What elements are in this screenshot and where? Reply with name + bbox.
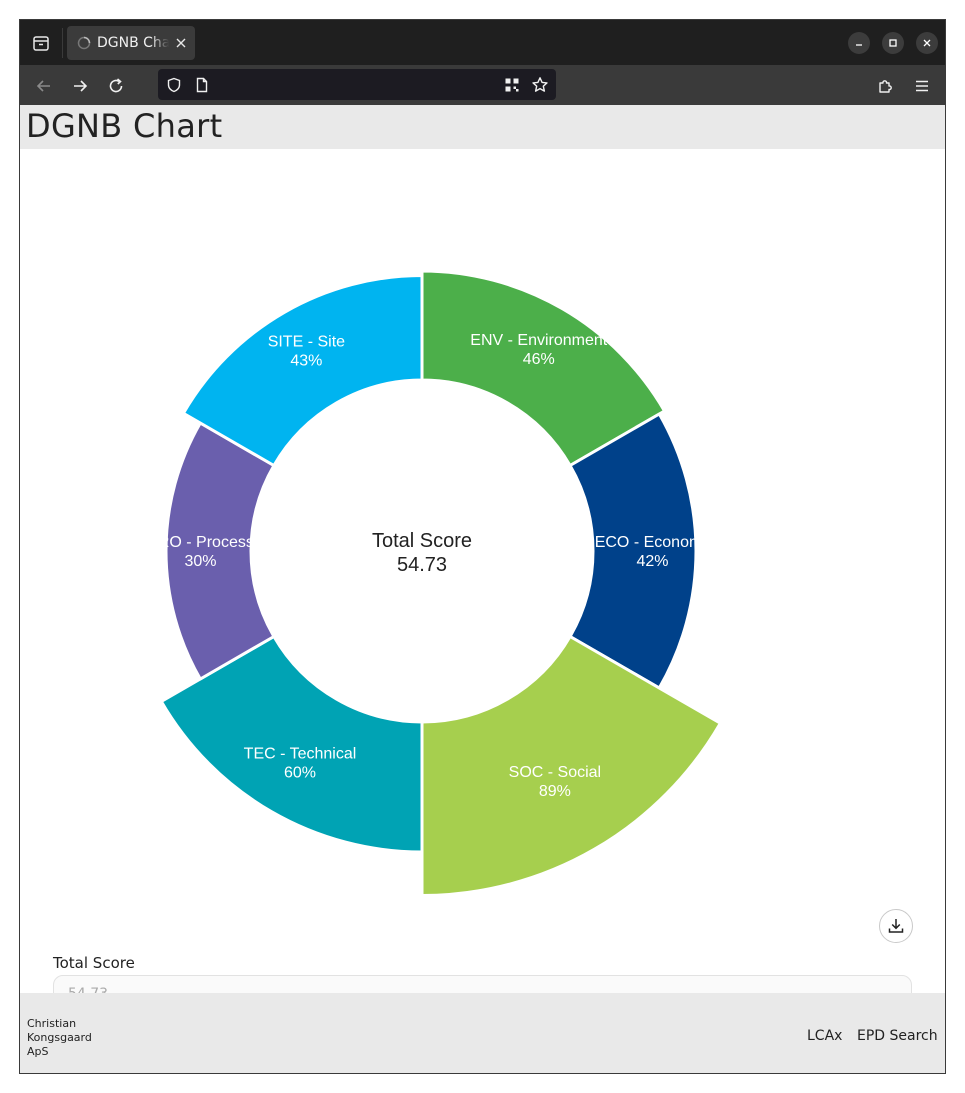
chart-segment-value: 42% xyxy=(636,553,668,570)
tab-overview-icon[interactable] xyxy=(28,30,54,56)
page-header: DGNB Chart xyxy=(20,105,945,149)
download-icon xyxy=(888,919,904,933)
chart-segment-value: 30% xyxy=(184,553,216,570)
spinner-icon xyxy=(77,36,91,50)
tab-bar: DGNB Chart xyxy=(20,20,945,65)
star-icon[interactable] xyxy=(531,76,549,94)
footer-link-epd-search[interactable]: EPD Search xyxy=(857,1028,938,1044)
shield-icon[interactable] xyxy=(165,76,183,94)
arrow-left-icon[interactable] xyxy=(31,73,57,99)
chart-segment-value: 43% xyxy=(290,353,322,370)
browser-tab[interactable]: DGNB Chart xyxy=(67,26,195,60)
arrow-right-icon[interactable] xyxy=(67,73,93,99)
chart-segment-value: 89% xyxy=(539,783,571,800)
dgnb-donut-chart: ENV - Environment 46% ECO - Economy 42% SOC … xyxy=(147,269,722,897)
chart-segment-label: TEC - Technical xyxy=(244,745,357,762)
maximize-button[interactable] xyxy=(882,32,904,54)
url-bar[interactable] xyxy=(158,69,556,100)
qr-code-icon[interactable] xyxy=(503,76,521,94)
company-name: Christian Kongsgaard ApS xyxy=(27,1017,92,1058)
chart-segment-label: SITE - Site xyxy=(268,334,345,351)
navigation-bar xyxy=(20,65,945,105)
chart-segment-label: ECO - Economy xyxy=(595,534,711,551)
close-icon[interactable] xyxy=(173,35,189,51)
reload-icon[interactable] xyxy=(103,73,129,99)
puzzle-icon[interactable] xyxy=(873,73,899,99)
chart-segment-pro[interactable] xyxy=(164,421,276,681)
chart-segment-eco[interactable] xyxy=(568,412,698,690)
total-score-label: Total Score xyxy=(53,954,135,972)
hamburger-icon[interactable] xyxy=(909,73,935,99)
chart-segment-site[interactable] xyxy=(181,274,424,467)
footer-link-lcax[interactable]: LCAx xyxy=(807,1028,843,1044)
chart-segment-value: 46% xyxy=(523,351,555,368)
tab-separator xyxy=(62,28,63,58)
chart-segment-env[interactable] xyxy=(420,269,666,467)
chart-segment-label: SOC - Social xyxy=(509,764,601,781)
page-icon xyxy=(193,76,211,94)
chart-center-value: 54.73 xyxy=(397,554,447,576)
chart-segment-label: PRO - Process xyxy=(147,534,254,551)
page-title: DGNB Chart xyxy=(26,107,223,145)
close-window-button[interactable] xyxy=(916,32,938,54)
chart-segment-value: 60% xyxy=(284,764,316,781)
browser-window: DGNB Chart xyxy=(19,19,946,1074)
download-button[interactable] xyxy=(879,909,913,943)
page-footer: Christian Kongsgaard ApS LCAx EPD Search xyxy=(20,993,945,1073)
chart-center-label: Total Score xyxy=(372,530,472,552)
minimize-button[interactable] xyxy=(848,32,870,54)
chart-segment-soc[interactable] xyxy=(420,635,722,897)
tab-title: DGNB Chart xyxy=(97,35,169,51)
chart-segment-label: ENV - Environment xyxy=(470,332,607,349)
chart-segment-tec[interactable] xyxy=(159,635,424,854)
page-content: DGNB Chart ENV - Environment 46% ECO - Eco… xyxy=(20,105,945,1073)
